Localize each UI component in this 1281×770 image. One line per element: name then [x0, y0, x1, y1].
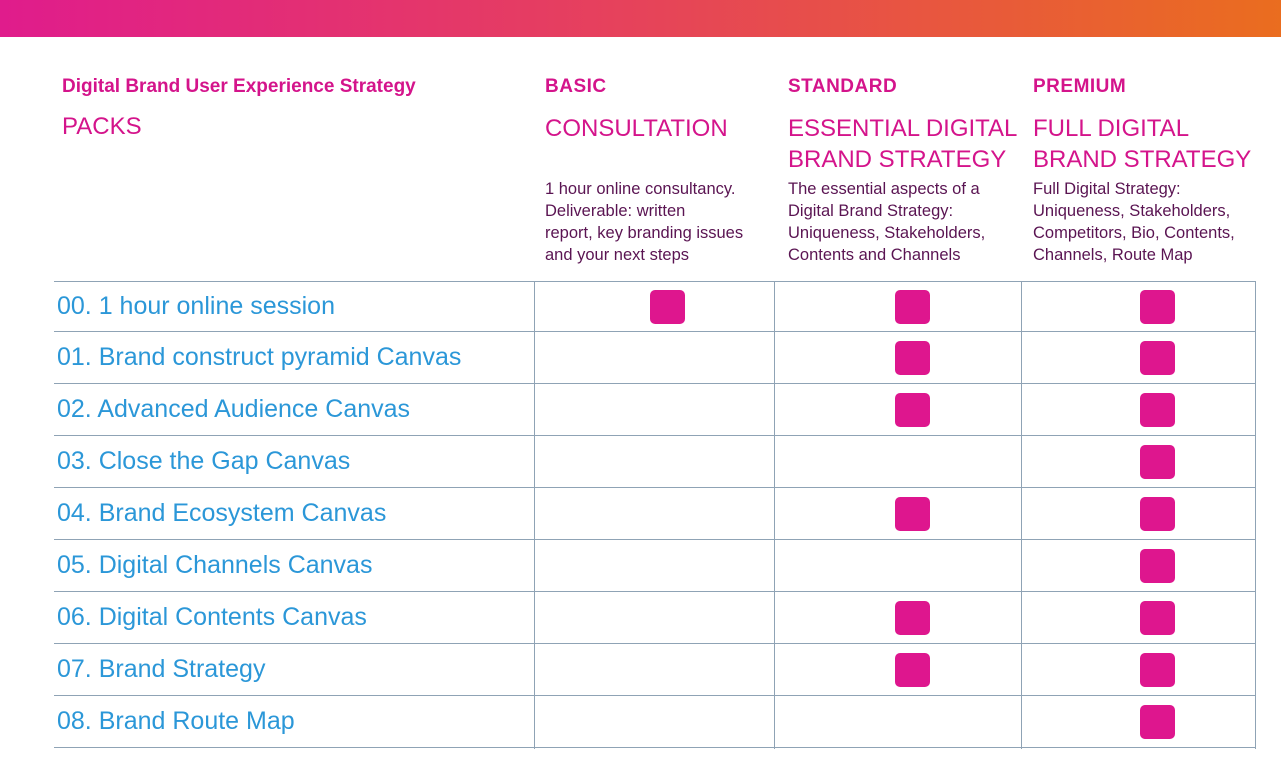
- table-row: 08. Brand Route Map: [54, 696, 1255, 748]
- included-check-icon: [1140, 653, 1175, 687]
- included-check-icon: [1140, 341, 1175, 375]
- tier-description: 1 hour online consultancy. Deliverable: …: [545, 180, 744, 264]
- column-divider: [1255, 281, 1256, 749]
- column-divider: [774, 281, 775, 749]
- feature-label: 08. Brand Route Map: [57, 707, 295, 735]
- table-row: 04. Brand Ecosystem Canvas: [54, 488, 1255, 540]
- included-check-icon: [895, 290, 930, 324]
- included-check-icon: [1140, 393, 1175, 427]
- table-row: 03. Close the Gap Canvas: [54, 436, 1255, 488]
- tier-standard-header: STANDARD ESSENTIAL DIGITAL BRAND STRATEG…: [788, 76, 1028, 264]
- tier-description: The essential aspects of a Digital Brand…: [788, 180, 986, 264]
- column-divider: [1021, 281, 1022, 749]
- page-subtitle: PACKS: [62, 113, 142, 140]
- tier-title: ESSENTIAL DIGITAL BRAND STRATEGY: [788, 115, 1017, 173]
- tier-title: CONSULTATION: [545, 115, 728, 142]
- feature-label: 07. Brand Strategy: [57, 655, 266, 683]
- included-check-icon: [1140, 601, 1175, 635]
- tier-title: FULL DIGITAL BRAND STRATEGY: [1033, 115, 1252, 173]
- tier-name: BASIC: [545, 76, 607, 97]
- included-check-icon: [1140, 705, 1175, 739]
- feature-label: 01. Brand construct pyramid Canvas: [57, 343, 462, 371]
- included-check-icon: [1140, 549, 1175, 583]
- feature-label: 03. Close the Gap Canvas: [57, 447, 351, 475]
- column-divider: [534, 281, 535, 749]
- feature-label: 00. 1 hour online session: [57, 292, 335, 320]
- tier-name: STANDARD: [788, 76, 898, 97]
- included-check-icon: [895, 341, 930, 375]
- table-row: 05. Digital Channels Canvas: [54, 540, 1255, 592]
- feature-label: 05. Digital Channels Canvas: [57, 551, 373, 579]
- feature-label: 02. Advanced Audience Canvas: [57, 395, 411, 423]
- included-check-icon: [895, 601, 930, 635]
- table-row: 00. 1 hour online session: [54, 281, 1255, 332]
- page-title: Digital Brand User Experience Strategy: [62, 76, 416, 97]
- feature-comparison-table: 00. 1 hour online session 01. Brand const…: [54, 281, 1255, 748]
- table-row: 01. Brand construct pyramid Canvas: [54, 332, 1255, 384]
- tier-basic-header: BASIC CONSULTATION 1 hour online consult…: [545, 76, 785, 264]
- header-gradient-bar: [0, 0, 1281, 37]
- included-check-icon: [895, 653, 930, 687]
- table-row: 06. Digital Contents Canvas: [54, 592, 1255, 644]
- table-row: 07. Brand Strategy: [54, 644, 1255, 696]
- feature-label: 06. Digital Contents Canvas: [57, 603, 367, 631]
- tier-name: PREMIUM: [1033, 76, 1127, 97]
- included-check-icon: [650, 290, 685, 324]
- included-check-icon: [1140, 497, 1175, 531]
- included-check-icon: [1140, 445, 1175, 479]
- included-check-icon: [895, 393, 930, 427]
- tier-premium-header: PREMIUM FULL DIGITAL BRAND STRATEGY Full…: [1033, 76, 1273, 264]
- feature-label: 04. Brand Ecosystem Canvas: [57, 499, 387, 527]
- included-check-icon: [895, 497, 930, 531]
- table-row: 02. Advanced Audience Canvas: [54, 384, 1255, 436]
- included-check-icon: [1140, 290, 1175, 324]
- tier-description: Full Digital Strategy: Uniqueness, Stake…: [1033, 180, 1235, 264]
